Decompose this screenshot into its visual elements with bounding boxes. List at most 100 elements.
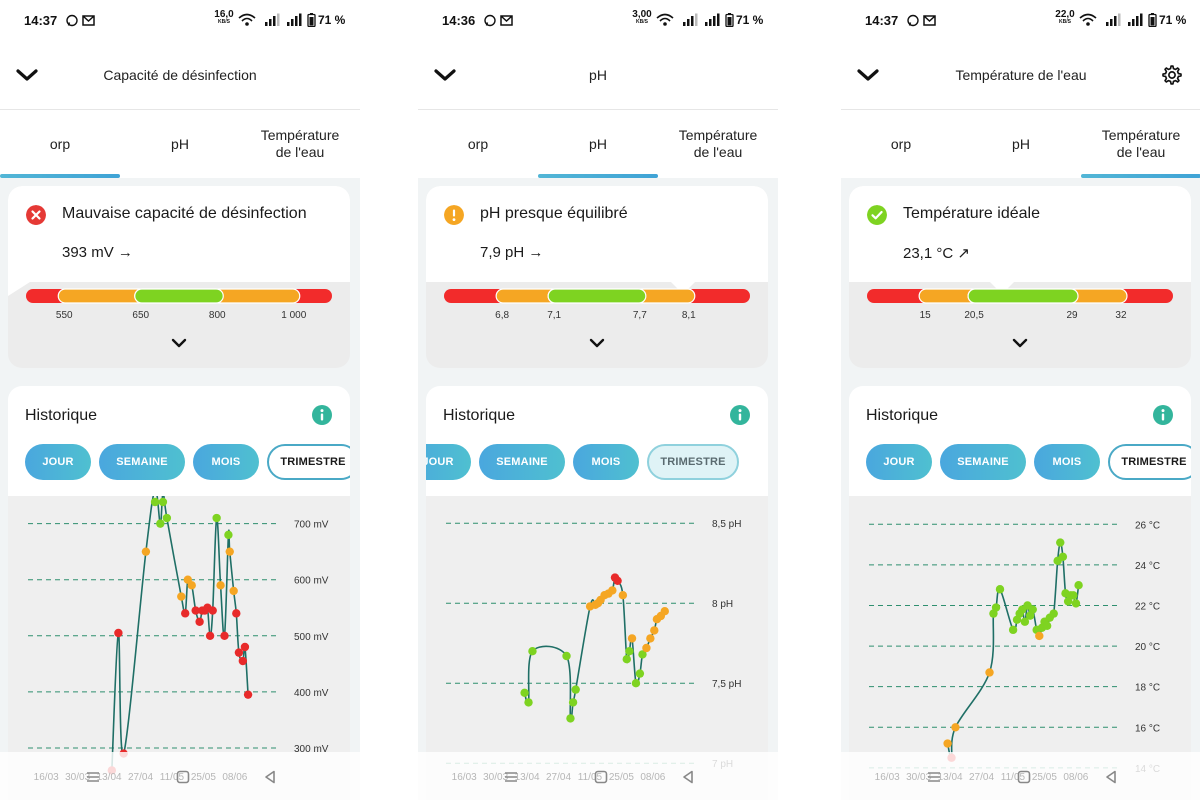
period-jour-button[interactable]: JOUR [426,444,471,480]
app-header: pH [418,40,778,110]
page-title: Température de l'eau [955,67,1087,83]
period-semaine-button[interactable]: SEMAINE [940,444,1026,480]
tab-bar: orp pH Température de l'eau [841,110,1200,178]
status-icon [867,205,887,225]
expand-chevron-icon[interactable] [588,336,606,350]
home-nav-icon[interactable] [594,770,608,784]
data-point [635,669,645,678]
x-date-label: 08/06 [222,772,248,783]
data-point [195,617,204,626]
x-date-label: 11/05 [577,772,603,783]
period-mois-button[interactable]: MOIS [1034,444,1100,480]
menu-nav-icon[interactable] [504,770,518,784]
data-point [1035,631,1044,641]
info-icon[interactable] [730,405,750,425]
info-icon[interactable] [1153,405,1173,425]
home-nav-icon[interactable] [176,770,190,784]
back-nav-icon[interactable] [263,770,277,784]
back-chevron-icon[interactable] [855,64,881,86]
gauge-label: 7,7 [632,310,647,321]
period-trimestre-button[interactable]: TRIMESTRE [267,444,350,480]
back-nav-icon[interactable] [681,770,695,784]
period-jour-button[interactable]: JOUR [866,444,932,480]
home-nav-icon[interactable] [1017,770,1031,784]
period-jour-button[interactable]: JOUR [25,444,91,480]
gear-icon[interactable] [1161,64,1183,86]
y-tick-label: 300 mV [294,744,329,755]
series-line [946,541,1080,759]
history-title: Historique [25,407,98,424]
y-tick-label: 26 °C [1135,520,1160,531]
menu-nav-icon[interactable] [927,770,941,784]
tab-temperature[interactable]: Température de l'eau [678,127,758,160]
x-date-label: 11/05 [159,772,185,783]
x-date-label: 11/05 [1000,772,1026,783]
network-speed: 3,00 KB/S [632,9,652,26]
tab-ph[interactable]: pH [589,135,607,152]
x-date-label: 27/04 [969,772,995,783]
range-gauge [26,288,332,304]
tab-ph[interactable]: pH [1012,135,1030,152]
data-point [224,530,233,540]
data-point [1008,625,1018,635]
data-point [191,606,200,615]
wifi-signal-icon [238,13,316,27]
x-date-label: 13/04 [514,772,540,783]
data-point [225,547,234,556]
tab-temperature[interactable]: Température de l'eau [260,127,340,160]
tab-orp[interactable]: orp [49,135,71,152]
data-point [205,631,215,640]
period-trimestre-button[interactable]: TRIMESTRE [647,444,739,480]
data-point [1056,538,1065,547]
battery-level: 71 % [318,13,346,27]
gauge-label: 6,8 [495,310,510,321]
tab-ph[interactable]: pH [171,135,189,152]
tab-orp[interactable]: orp [890,135,912,152]
data-point [650,626,659,635]
period-semaine-button[interactable]: SEMAINE [479,444,565,480]
phone-screen-ph: 14:36 3,00 KB/S 71 % pH [418,0,778,800]
data-point [156,519,165,528]
history-title: Historique [443,407,516,424]
expand-chevron-icon[interactable] [1011,336,1029,350]
y-tick-label: 16 °C [1135,723,1160,734]
period-mois-button[interactable]: MOIS [193,444,259,480]
gauge-pointer [8,282,30,296]
data-point [646,634,655,643]
data-point [187,581,196,590]
menu-nav-icon[interactable] [86,770,100,784]
data-point [216,581,225,590]
y-tick-label: 24 °C [1135,561,1160,572]
bottom-date-bar: 08/06 25/05 11/05 27/04 13/04 30/03 16/03 [418,752,778,800]
gauge-labels: 15 20,5 29 32 [867,310,1173,324]
back-chevron-icon[interactable] [14,64,40,86]
data-point [991,603,1001,612]
data-point [566,714,575,723]
data-point [613,576,622,585]
period-trimestre-button[interactable]: TRIMESTRE [1108,444,1191,480]
tab-bar: orp pH Température de l'eau [0,110,360,178]
tab-temperature[interactable]: Température de l'eau [1101,127,1181,160]
status-time: 14:37 [865,13,899,28]
y-tick-label: 600 mV [294,576,329,587]
tab-bar: orp pH Température de l'eau [418,110,778,178]
data-point [158,497,168,507]
x-date-label: 16/03 [33,772,59,783]
back-chevron-icon[interactable] [432,64,458,86]
data-point [162,513,172,523]
period-semaine-button[interactable]: SEMAINE [99,444,185,480]
status-icon [444,205,464,225]
x-date-label: 25/05 [608,772,634,783]
back-nav-icon[interactable] [1104,770,1118,784]
period-mois-button[interactable]: MOIS [573,444,639,480]
data-point [622,655,631,664]
status-icon [26,205,46,225]
tab-orp[interactable]: orp [467,135,489,152]
status-value: 7,9 pH → [480,244,544,261]
y-tick-label: 8,5 pH [712,519,741,530]
expand-chevron-icon[interactable] [170,336,188,350]
info-icon[interactable] [312,405,332,425]
